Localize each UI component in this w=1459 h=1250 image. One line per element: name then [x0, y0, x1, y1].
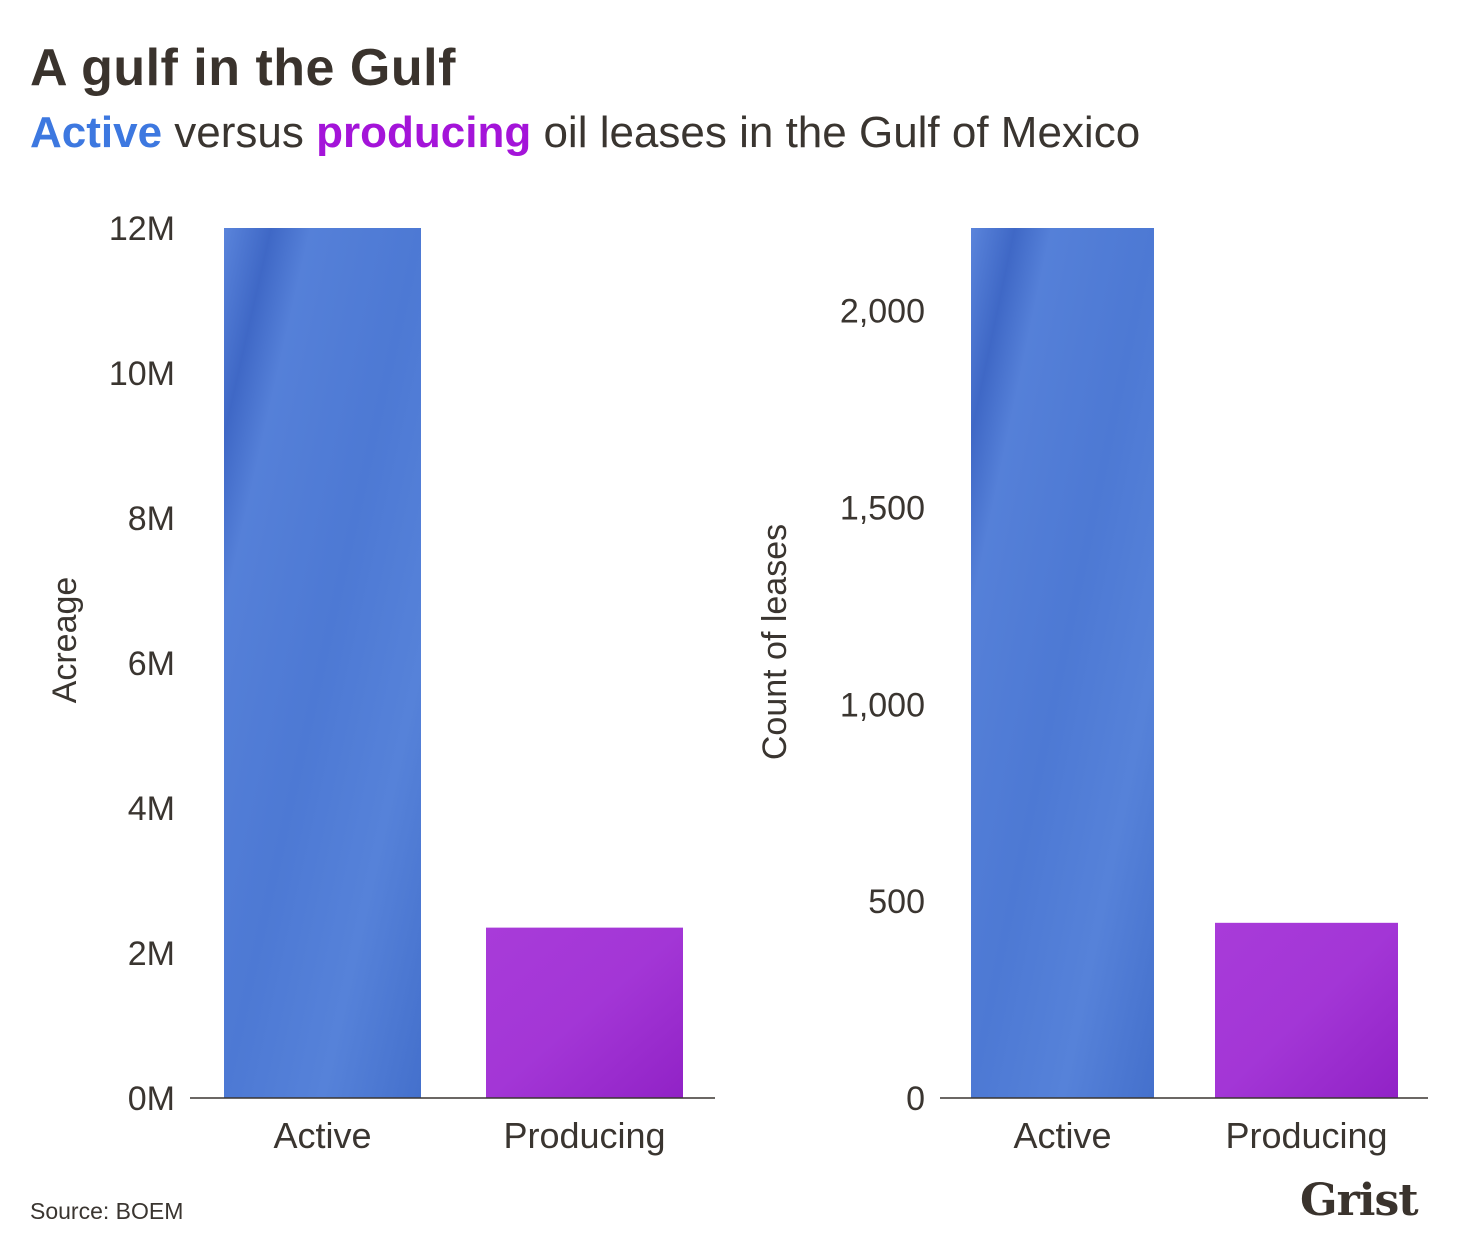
subtitle-producing-word: producing [316, 108, 532, 157]
y-tick-label: 4M [128, 790, 175, 828]
bar-producing [486, 927, 683, 1098]
y-tick-label: 500 [868, 883, 925, 921]
y-tick-label: 12M [109, 210, 175, 248]
grist-logo: Grist [1300, 1175, 1419, 1226]
bar-active [224, 228, 421, 1098]
chart-subtitle: Active versus producing oil leases in th… [30, 108, 1140, 158]
subtitle-rest: oil leases in the Gulf of Mexico [531, 108, 1141, 157]
acreage-chart: 0M 2M 4M 6M 8M 10M 12M Active Producing Acreage [46, 210, 715, 1156]
bar-active [971, 228, 1154, 1098]
x-category-label: Producing [503, 1115, 665, 1156]
x-category-label: Active [273, 1115, 371, 1156]
y-axis-label: Count of leases [756, 524, 794, 760]
y-axis-label: Acreage [46, 577, 84, 704]
y-tick-label: 0M [128, 1080, 175, 1118]
y-tick-label: 2M [128, 935, 175, 973]
subtitle-active-word: Active [30, 108, 163, 157]
y-tick-label: 10M [109, 355, 175, 393]
y-tick-label: 1,000 [840, 686, 925, 724]
bar-producing [1215, 922, 1398, 1098]
lease-count-chart: 0 500 1,000 1,500 2,000 Active Producing Count … [756, 228, 1428, 1156]
source-note: Source: BOEM [30, 1198, 184, 1224]
subtitle-middle: versus [162, 108, 317, 157]
y-tick-label: 1,500 [840, 490, 925, 528]
x-category-label: Active [1013, 1115, 1111, 1156]
x-category-label: Producing [1225, 1115, 1387, 1156]
y-tick-label: 6M [128, 645, 175, 683]
chart-title: A gulf in the Gulf [30, 39, 456, 97]
y-tick-label: 2,000 [840, 293, 925, 331]
y-tick-label: 8M [128, 500, 175, 538]
y-tick-label: 0 [906, 1080, 925, 1118]
